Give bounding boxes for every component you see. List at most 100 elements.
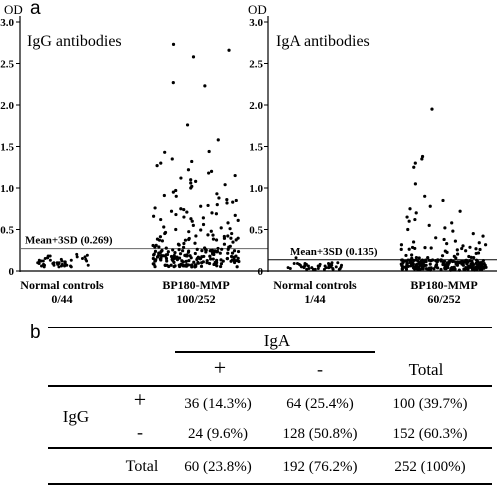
data-point-patient	[187, 230, 191, 234]
threshold-label: Mean+3SD (0.135)	[290, 246, 378, 258]
data-point-patient	[204, 250, 208, 254]
data-point-normal-control	[46, 256, 50, 260]
data-point-patient	[447, 261, 451, 265]
data-point-patient	[151, 256, 155, 261]
data-point-patient	[216, 246, 220, 251]
x-category-count: 100/252	[176, 292, 215, 306]
data-point-patient	[472, 255, 476, 260]
data-point-patient	[211, 237, 216, 241]
data-point-patient	[183, 238, 188, 242]
x-category-label: BP180-MMP	[162, 278, 229, 292]
x-category-label: BP180-MMP	[410, 278, 477, 292]
data-point-patient	[428, 204, 432, 208]
data-point-patient	[174, 212, 178, 217]
data-point-patient	[153, 264, 157, 269]
data-point-patient	[177, 247, 181, 252]
data-point-patient	[430, 258, 435, 262]
data-point-patient	[232, 260, 237, 265]
data-point-patient	[236, 249, 241, 254]
data-point-patient	[207, 261, 212, 266]
data-point-patient	[171, 80, 175, 85]
data-point-normal-control	[303, 262, 307, 266]
data-point-patient	[479, 266, 484, 270]
data-point-patient	[194, 234, 198, 238]
data-point-patient	[410, 263, 415, 267]
data-point-patient	[432, 267, 436, 271]
y-tick-label: 1.5	[0, 142, 14, 154]
data-point-patient	[208, 249, 212, 253]
data-point-patient	[427, 223, 431, 227]
data-point-patient	[179, 176, 183, 180]
data-point-patient	[175, 255, 179, 259]
data-point-patient	[211, 252, 215, 256]
data-point-patient	[215, 249, 220, 254]
data-point-patient	[182, 241, 186, 246]
data-point-patient	[237, 259, 241, 264]
data-point-normal-control	[316, 267, 320, 271]
data-point-normal-control	[43, 257, 47, 261]
data-point-patient	[189, 181, 193, 185]
x-category-count: 0/44	[51, 292, 72, 306]
data-point-patient	[420, 267, 424, 271]
data-point-patient	[194, 179, 198, 183]
y-tick-label: 0	[9, 266, 15, 278]
data-point-normal-control	[48, 258, 52, 262]
data-point-normal-control	[337, 267, 341, 271]
data-point-normal-control	[65, 263, 69, 267]
data-point-patient	[185, 253, 189, 257]
igg-row-header: IgG	[63, 407, 89, 426]
data-point-patient	[229, 254, 234, 259]
data-point-patient	[407, 219, 411, 223]
y-tick-label: 1.5	[249, 142, 263, 154]
data-point-patient	[412, 258, 416, 263]
data-point-patient	[460, 262, 464, 266]
data-point-patient	[236, 236, 240, 240]
row-label-plus: +	[134, 387, 146, 412]
data-point-patient	[190, 159, 194, 164]
data-point-patient	[235, 265, 239, 269]
data-point-patient	[206, 233, 210, 237]
data-point-patient	[450, 266, 455, 271]
data-point-patient	[236, 218, 240, 222]
data-point-patient	[157, 238, 162, 242]
data-point-patient	[200, 248, 204, 253]
data-point-patient	[159, 217, 163, 222]
data-point-normal-control	[330, 261, 334, 265]
data-point-patient	[209, 169, 214, 173]
col-header-minus: -	[317, 359, 323, 379]
contingency-table: IgA + - Total IgG + 36 (14.3%) 64 (25.4%…	[48, 327, 492, 485]
data-point-patient	[211, 257, 215, 261]
data-point-patient	[217, 196, 221, 200]
data-point-patient	[215, 203, 219, 207]
data-point-patient	[219, 264, 223, 269]
data-point-patient	[214, 212, 219, 216]
data-point-patient	[228, 244, 232, 248]
data-point-patient	[210, 211, 214, 215]
data-point-patient	[226, 221, 230, 225]
data-point-patient	[199, 264, 204, 268]
data-point-patient	[165, 259, 169, 263]
cell-igg-minus-iga-plus: 24 (9.6%)	[188, 426, 248, 442]
data-point-patient	[416, 259, 420, 263]
data-point-patient	[185, 123, 190, 127]
data-point-patient	[427, 258, 431, 262]
data-point-normal-control	[297, 262, 301, 266]
data-point-patient	[482, 266, 486, 270]
threshold-label: Mean+3SD (0.269)	[25, 235, 113, 247]
data-point-normal-control	[75, 255, 79, 259]
data-point-patient	[207, 149, 211, 154]
data-point-patient	[223, 183, 227, 187]
data-point-patient	[198, 257, 202, 261]
data-point-patient	[465, 258, 469, 263]
data-point-normal-control	[318, 262, 322, 266]
data-point-patient	[218, 251, 222, 255]
data-point-patient	[222, 242, 227, 246]
data-point-patient	[173, 251, 177, 255]
data-point-patient	[171, 248, 175, 252]
cell-igg-plus-iga-minus: 64 (25.4%)	[286, 396, 354, 412]
data-point-patient	[479, 263, 483, 268]
data-point-patient	[189, 178, 193, 182]
data-point-patient	[476, 263, 480, 267]
data-point-patient	[178, 252, 183, 256]
